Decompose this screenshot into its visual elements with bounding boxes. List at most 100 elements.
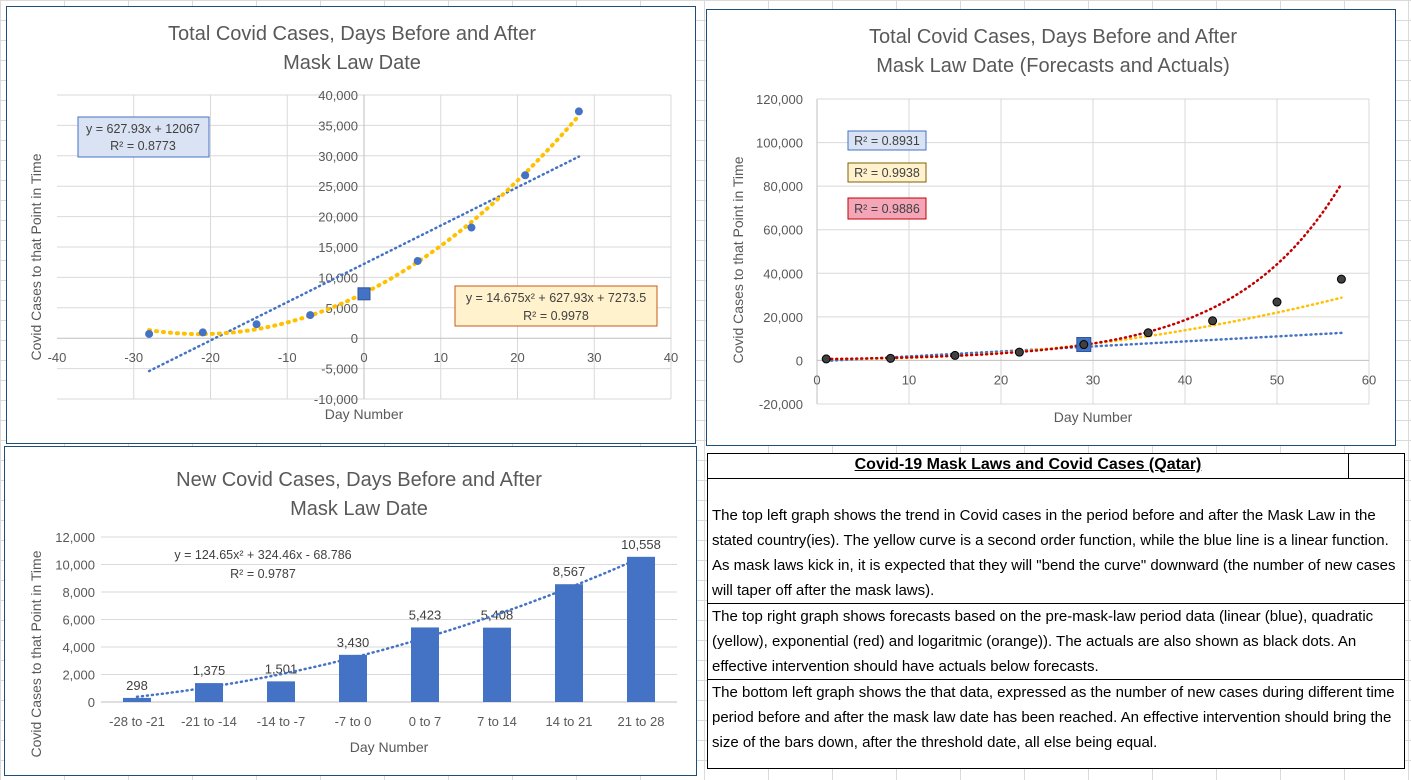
forecast-chart: Total Covid Cases, Days Before and After… bbox=[706, 9, 1396, 446]
notes-paragraph-top-left: The top left graph shows the trend in Co… bbox=[712, 507, 1396, 599]
notes-paragraph-top-right: The top right graph shows forecasts base… bbox=[708, 603, 1404, 679]
y-axis-title: Covid Cases to that Point in Time bbox=[28, 550, 44, 757]
y-tick-label: 0 bbox=[796, 353, 803, 368]
bar-value-label: 10,558 bbox=[621, 537, 661, 552]
x-tick-label: 10 bbox=[902, 372, 916, 387]
data-point bbox=[145, 329, 154, 338]
trendline-r2-text: R² = 0.9787 bbox=[230, 567, 296, 581]
y-tick-label: 2,000 bbox=[62, 668, 95, 683]
data-point bbox=[198, 328, 207, 337]
x-category-label: -14 to -7 bbox=[257, 714, 305, 729]
y-tick-label: 40,000 bbox=[763, 266, 803, 281]
y-tick-label: 20,000 bbox=[763, 310, 803, 325]
mask-law-date-point bbox=[357, 287, 371, 301]
y-tick-label: 0 bbox=[351, 331, 358, 346]
exponential-forecast-line bbox=[824, 182, 1343, 361]
bar bbox=[267, 681, 295, 702]
x-category-label: 0 to 7 bbox=[409, 714, 442, 729]
y-tick-label: 10,000 bbox=[55, 558, 95, 573]
y-tick-label: 120,000 bbox=[756, 92, 803, 107]
bar bbox=[339, 654, 367, 702]
notes-title-cell-border bbox=[1348, 454, 1349, 478]
polynomial-trendline bbox=[147, 113, 581, 337]
bar-value-label: 8,567 bbox=[553, 564, 586, 579]
trendline-equation-text: y = 124.65x² + 324.46x - 68.786 bbox=[174, 548, 351, 562]
notes-paragraph-bottom-left: The bottom left graph shows the that dat… bbox=[708, 679, 1404, 755]
linear-trendline bbox=[147, 155, 581, 373]
chart-title-line-1: Total Covid Cases, Days Before and After bbox=[869, 26, 1237, 48]
y-tick-label: 100,000 bbox=[756, 136, 803, 151]
actual-data-point bbox=[886, 353, 896, 363]
x-category-label: -28 to -21 bbox=[109, 714, 165, 729]
polynomial-equation-box bbox=[454, 285, 658, 327]
y-axis-title: Covid Cases to that Point in Time bbox=[28, 153, 44, 360]
y-tick-label: 5,000 bbox=[325, 301, 358, 316]
actual-data-point bbox=[1272, 297, 1282, 307]
linear-r2-box bbox=[847, 130, 927, 151]
x-tick-label: 0 bbox=[813, 372, 820, 387]
actual-data-point bbox=[1143, 328, 1153, 338]
total-cases-chart: Total Covid Cases, Days Before and After… bbox=[6, 6, 696, 444]
y-tick-label: 8,000 bbox=[62, 585, 95, 600]
new-cases-chart-svg: New Covid Cases, Days Before and After Ma… bbox=[28, 469, 677, 758]
x-category-label: 7 to 14 bbox=[477, 714, 517, 729]
x-category-label: 21 to 28 bbox=[618, 714, 665, 729]
y-tick-label: 20,000 bbox=[318, 210, 358, 225]
x-tick-label: 40 bbox=[664, 350, 678, 365]
y-tick-label: 4,000 bbox=[62, 640, 95, 655]
y-tick-label: 30,000 bbox=[318, 149, 358, 164]
chart-title-line-2: Mask Law Date bbox=[290, 498, 428, 520]
x-category-label: -7 to 0 bbox=[335, 714, 372, 729]
y-tick-label: -5,000 bbox=[321, 362, 358, 377]
bar bbox=[627, 556, 655, 702]
x-category-label: -21 to -14 bbox=[181, 714, 237, 729]
y-tick-label: 6,000 bbox=[62, 613, 95, 628]
data-point bbox=[306, 311, 315, 320]
exponential-r2-text: R² = 0.9886 bbox=[854, 202, 920, 216]
quadratic-r2-text: R² = 0.9938 bbox=[854, 166, 920, 180]
x-tick-label: 10 bbox=[434, 350, 448, 365]
x-tick-label: 40 bbox=[1178, 372, 1192, 387]
data-point bbox=[574, 107, 583, 116]
x-tick-label: 50 bbox=[1270, 372, 1284, 387]
actual-data-point bbox=[821, 354, 831, 364]
actual-data-point bbox=[1208, 316, 1218, 326]
notes-title-row: Covid-19 Mask Laws and Covid Cases (Qata… bbox=[708, 454, 1404, 479]
forecast-chart-svg: Total Covid Cases, Days Before and After… bbox=[730, 26, 1376, 425]
bar bbox=[123, 697, 151, 702]
polynomial-r2-text: R² = 0.9978 bbox=[523, 309, 589, 323]
bar bbox=[555, 584, 583, 702]
linear-equation-text: y = 627.93x + 12067 bbox=[86, 122, 200, 136]
y-tick-label: 0 bbox=[88, 695, 95, 710]
y-tick-label: 25,000 bbox=[318, 179, 358, 194]
data-point bbox=[521, 171, 530, 180]
actual-data-point bbox=[950, 350, 960, 360]
linear-r2-text: R² = 0.8931 bbox=[854, 134, 920, 148]
x-tick-label: 20 bbox=[994, 372, 1008, 387]
x-tick-label: -10 bbox=[278, 350, 297, 365]
bar bbox=[483, 627, 511, 702]
x-tick-label: -20 bbox=[201, 350, 220, 365]
new-cases-chart: New Covid Cases, Days Before and After Ma… bbox=[4, 446, 697, 776]
data-point bbox=[252, 320, 261, 329]
x-axis-title: Day Number bbox=[1054, 409, 1133, 425]
x-tick-label: -30 bbox=[124, 350, 143, 365]
quadratic-r2-box bbox=[847, 162, 927, 183]
bar-value-label: 298 bbox=[126, 678, 148, 693]
x-tick-label: -40 bbox=[48, 350, 67, 365]
y-tick-label: 80,000 bbox=[763, 179, 803, 194]
y-tick-label: 35,000 bbox=[318, 118, 358, 133]
polynomial-trendline bbox=[135, 556, 643, 699]
data-point bbox=[467, 223, 476, 232]
actual-data-point bbox=[1079, 340, 1089, 350]
x-tick-label: 30 bbox=[587, 350, 601, 365]
x-tick-label: 60 bbox=[1362, 372, 1376, 387]
y-tick-label: 40,000 bbox=[318, 88, 358, 103]
y-tick-label: 12,000 bbox=[55, 530, 95, 545]
notes-spacer bbox=[708, 479, 1404, 503]
chart-title-line-2: Mask Law Date bbox=[283, 52, 421, 74]
bar-value-label: 1,375 bbox=[193, 663, 226, 678]
chart-title-line-1: Total Covid Cases, Days Before and After bbox=[168, 23, 536, 45]
y-tick-label: 60,000 bbox=[763, 223, 803, 238]
x-tick-label: 0 bbox=[360, 350, 367, 365]
